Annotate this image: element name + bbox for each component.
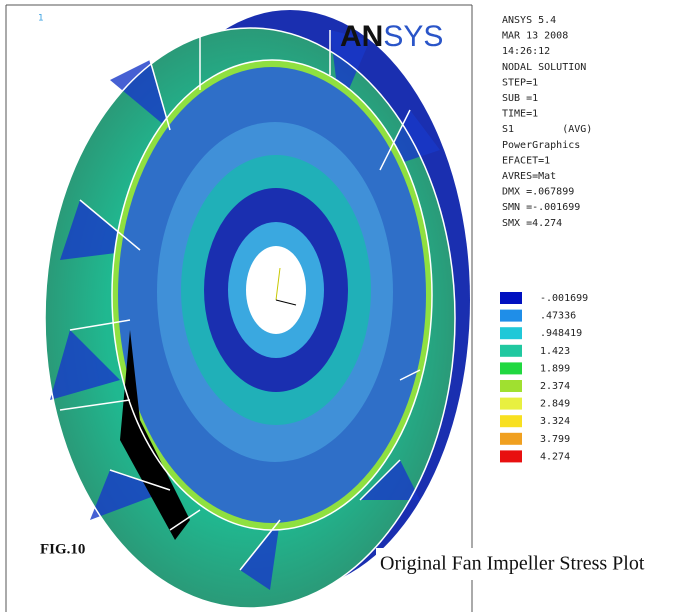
info-line: SUB =1 bbox=[502, 93, 538, 104]
legend-label: .948419 bbox=[540, 328, 582, 339]
stress-plot: 1 ANSYS ANSYS 5.4 MAR 13 2008 14:26:12 NODA… bbox=[0, 0, 689, 614]
legend-label: 1.899 bbox=[540, 363, 570, 374]
info-line: DMX =.067899 bbox=[502, 187, 574, 198]
legend-label: 2.849 bbox=[540, 399, 570, 410]
legend-swatch bbox=[500, 433, 522, 445]
legend-swatch bbox=[500, 380, 522, 392]
figure-label: FIG.10 bbox=[40, 541, 85, 557]
page: 1 ANSYS ANSYS 5.4 MAR 13 2008 14:26:12 NODA… bbox=[0, 0, 689, 614]
legend-label: 3.324 bbox=[540, 416, 570, 427]
info-line: ANSYS 5.4 bbox=[502, 15, 556, 26]
info-line: NODAL SOLUTION bbox=[502, 62, 586, 73]
legend-swatch bbox=[500, 398, 522, 410]
legend-label: 1.423 bbox=[540, 346, 570, 357]
info-line: 14:26:12 bbox=[502, 46, 550, 57]
info-line: AVRES=Mat bbox=[502, 171, 556, 182]
info-line: SMN =-.001699 bbox=[502, 202, 580, 213]
legend-swatch bbox=[500, 310, 522, 322]
hub bbox=[246, 246, 306, 334]
legend-swatch bbox=[500, 345, 522, 357]
info-block: ANSYS 5.4 MAR 13 2008 14:26:12 NODAL SOLUTI… bbox=[502, 15, 592, 229]
legend-swatch bbox=[500, 450, 522, 462]
info-line: S1 (AVG) bbox=[502, 124, 592, 135]
info-line: STEP=1 bbox=[502, 77, 538, 88]
legend-swatch bbox=[500, 292, 522, 304]
legend-swatch bbox=[500, 327, 522, 339]
legend-label: .47336 bbox=[540, 311, 576, 322]
legend-label: 2.374 bbox=[540, 381, 570, 392]
legend-label: 4.274 bbox=[540, 451, 570, 462]
legend-label: -.001699 bbox=[540, 293, 588, 304]
legend-swatch bbox=[500, 415, 522, 427]
legend: -.001699 .47336 .948419 1.423 1.899 2.374 2.84… bbox=[500, 292, 588, 462]
caption: Original Fan Impeller Stress Plot bbox=[380, 553, 645, 575]
info-line: SMX =4.274 bbox=[502, 218, 562, 229]
info-line: MAR 13 2008 bbox=[502, 31, 568, 42]
info-line: TIME=1 bbox=[502, 109, 538, 120]
legend-label: 3.799 bbox=[540, 434, 570, 445]
impeller bbox=[45, 10, 470, 608]
legend-swatch bbox=[500, 362, 522, 374]
info-line: PowerGraphics bbox=[502, 140, 580, 151]
window-number: 1 bbox=[38, 14, 44, 24]
ansys-logo: ANSYS bbox=[340, 20, 443, 53]
info-line: EFACET=1 bbox=[502, 155, 550, 166]
